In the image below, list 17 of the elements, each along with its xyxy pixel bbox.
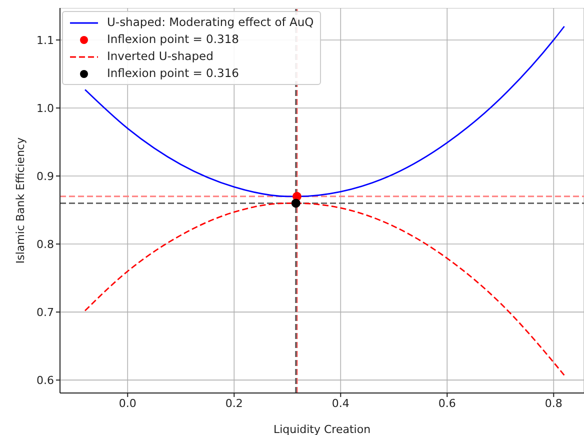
x-tick-label: 0.8 <box>544 396 562 410</box>
legend-label: Inflexion point = 0.316 <box>107 65 239 82</box>
legend-label: Inverted U-shaped <box>107 48 214 65</box>
legend-label: U-shaped: Moderating effect of AuQ <box>107 14 314 31</box>
x-tick-label: 0.0 <box>118 396 136 410</box>
legend-label: Inflexion point = 0.318 <box>107 31 239 48</box>
y-axis-title: Islamic Bank Efficiency <box>14 136 27 264</box>
y-tick-label: 0.7 <box>36 306 54 319</box>
x-tick-label: 0.2 <box>225 396 243 410</box>
y-tick-label: 1.1 <box>36 34 54 47</box>
y-tick-label: 0.6 <box>36 374 54 387</box>
x-tick-label: 0.4 <box>332 396 350 410</box>
y-tick-label: 0.9 <box>36 170 54 183</box>
y-tick-label: 0.8 <box>36 238 54 251</box>
y-tick-label: 1.0 <box>36 102 54 115</box>
x-tick-label: 0.6 <box>438 396 456 410</box>
x-axis-title: Liquidity Creation <box>273 423 371 435</box>
